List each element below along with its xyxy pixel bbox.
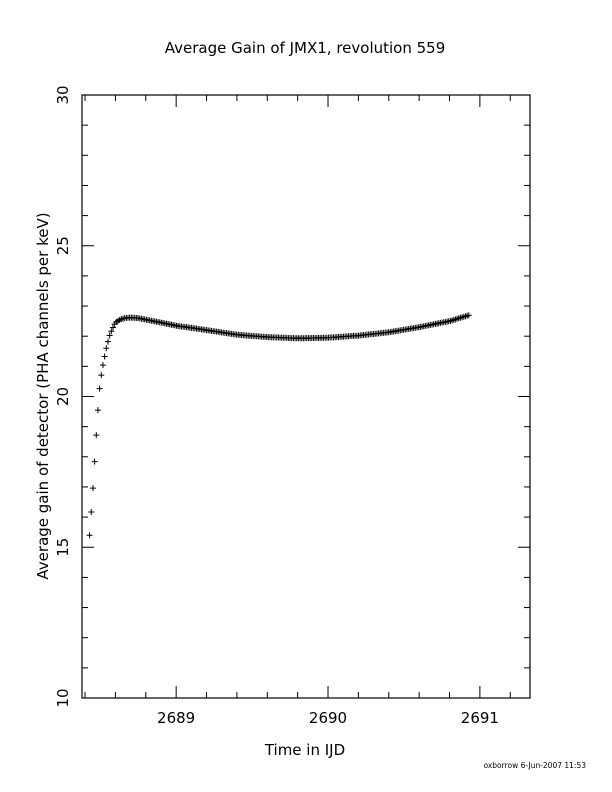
footer-credit: oxborrow 6-Jun-2007 11:53 xyxy=(483,761,586,770)
y-axis-label: Average gain of detector (PHA channels p… xyxy=(34,212,52,579)
plot-frame xyxy=(81,94,531,699)
x-tick-label: 2689 xyxy=(157,709,195,727)
plot-area xyxy=(81,94,531,699)
x-tick-label: 2691 xyxy=(461,709,499,727)
data-point xyxy=(98,372,105,379)
data-point xyxy=(86,532,93,539)
data-point xyxy=(108,328,115,335)
data-point xyxy=(88,508,95,515)
data-point xyxy=(101,353,108,360)
data-point xyxy=(99,362,106,369)
y-tick-label: 20 xyxy=(54,387,72,406)
y-tick-label: 10 xyxy=(54,688,72,707)
data-point xyxy=(106,332,113,339)
y-tick-label: 25 xyxy=(54,236,72,255)
x-tick-label: 2690 xyxy=(309,709,347,727)
y-tick-label: 30 xyxy=(54,85,72,104)
x-axis: 2689 2690 2691 xyxy=(84,95,511,727)
data-point xyxy=(94,407,101,414)
data-series xyxy=(86,312,472,539)
data-point xyxy=(96,385,103,392)
data-point xyxy=(91,458,98,465)
data-point xyxy=(465,312,472,319)
data-point xyxy=(103,345,110,352)
data-point xyxy=(109,324,116,331)
chart-title: Average Gain of JMX1, revolution 559 xyxy=(165,39,446,57)
y-axis: 10 15 20 25 30 xyxy=(54,85,530,708)
data-point xyxy=(89,485,96,492)
data-point xyxy=(93,432,100,439)
data-point xyxy=(104,338,111,345)
x-axis-label: Time in IJD xyxy=(264,741,345,759)
y-tick-label: 15 xyxy=(54,538,72,557)
